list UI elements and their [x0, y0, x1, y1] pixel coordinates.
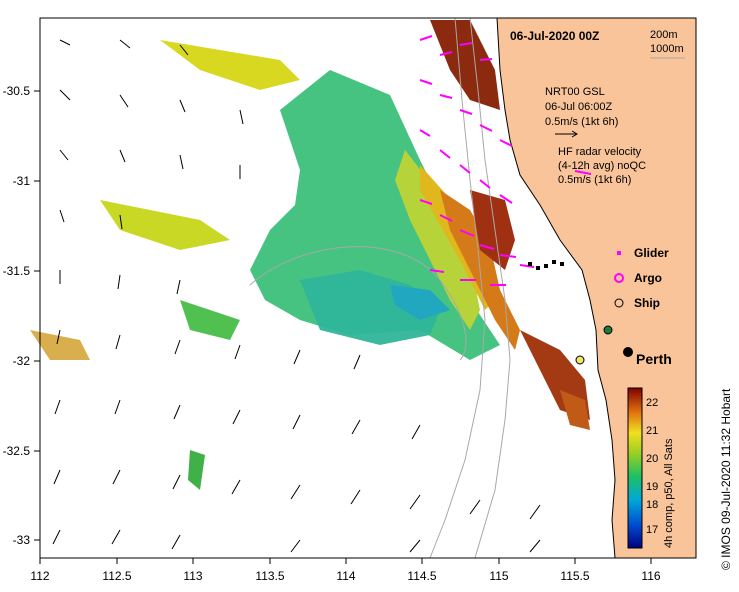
ship-legend-label: Ship [634, 296, 660, 310]
colorbar-tick: 19 [646, 481, 658, 493]
bathymetry-contours [249, 17, 511, 559]
ship-legend-icon [614, 298, 624, 308]
wind-legend-line2: 06-Jul 06:00Z [545, 101, 613, 113]
colorbar-tick: 20 [646, 453, 658, 465]
ship-marker-2 [575, 355, 585, 365]
y-tick-label: -30.5 [3, 84, 31, 98]
wind-legend-arrow [555, 130, 578, 138]
colorbar [627, 387, 643, 549]
y-tick-label: -31 [13, 174, 31, 188]
glider-legend-label: Glider [634, 246, 669, 260]
y-tick-label: -31.5 [3, 264, 31, 278]
hf-radar-arrows [419, 35, 535, 286]
colorbar-label: 4h comp, p50, All Sats [663, 438, 675, 548]
x-tick-label: 113 [183, 569, 202, 583]
credit-text: © IMOS 09-Jul-2020 11:32 Hobart [719, 388, 733, 570]
argo-legend-label: Argo [634, 271, 662, 285]
bathy-legend-1000: 1000m [650, 43, 684, 55]
glider-legend-icon [617, 251, 621, 255]
y-axis [34, 90, 40, 541]
radar-legend-arrow [574, 170, 592, 175]
map-title: 06-Jul-2020 00Z [510, 29, 599, 43]
perth-marker [623, 347, 633, 357]
y-tick-label: -32.5 [3, 444, 31, 458]
radar-legend-line2: (4-12h avg) noQC [558, 160, 646, 172]
wind-arrows [52, 39, 541, 553]
x-tick-label: 112.5 [102, 569, 131, 583]
x-tick-label: 114 [336, 569, 355, 583]
x-tick-label: 112 [30, 569, 49, 583]
land-mass [497, 18, 696, 558]
y-tick-label: -32 [13, 354, 31, 368]
radar-legend-line3: 0.5m/s (1kt 6h) [558, 174, 631, 186]
ship-marker [603, 325, 613, 335]
city-label: Perth [636, 351, 672, 367]
colorbar-tick: 17 [646, 524, 658, 536]
x-tick-label: 115 [489, 569, 508, 583]
x-axis [39, 558, 652, 564]
plot-frame [39, 17, 697, 559]
x-tick-label: 115.5 [560, 569, 589, 583]
bathy-legend-200: 200m [650, 29, 678, 41]
y-tick-label: -33 [13, 533, 31, 547]
glider-track [528, 260, 564, 270]
wind-legend-line3: 0.5m/s (1kt 6h) [545, 116, 618, 128]
x-tick-label: 116 [641, 569, 660, 583]
sst-field [30, 20, 590, 490]
colorbar-tick: 21 [646, 425, 658, 437]
colorbar-tick: 18 [646, 499, 658, 511]
x-tick-label: 113.5 [255, 569, 284, 583]
colorbar-tick: 22 [646, 397, 658, 409]
coastline [496, 17, 616, 559]
radar-legend-line1: HF radar velocity [558, 146, 642, 158]
wind-legend-line1: NRT00 GSL [545, 86, 605, 98]
x-tick-label: 114.5 [407, 569, 436, 583]
argo-legend-icon [614, 273, 624, 283]
